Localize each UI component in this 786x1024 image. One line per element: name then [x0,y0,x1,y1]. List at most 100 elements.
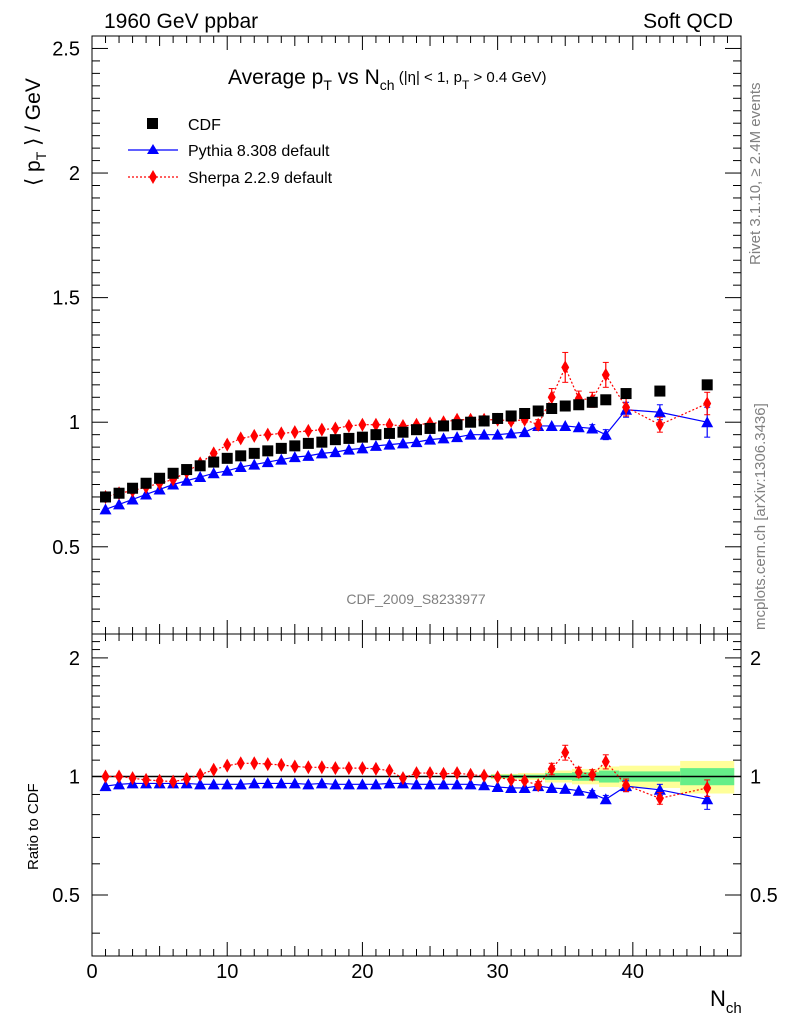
ratio-y-axis-label: Ratio to CDF [25,783,42,870]
data-point-pythia [261,777,274,789]
data-point-sherpa [209,762,218,777]
data-point-sherpa [520,773,529,788]
data-point-cdf [654,385,666,397]
data-point-pythia [410,778,423,790]
x-tick-label: 30 [487,961,509,983]
ratio-tick-label-left: 2 [69,648,80,670]
data-point-pythia [207,778,220,790]
data-point-sherpa [507,772,516,787]
data-point-sherpa [703,780,712,795]
data-point-sherpa [250,428,259,443]
y-axis-label: ⟨ pT ⟩ / GeV [22,78,49,186]
data-point-sherpa [236,756,245,771]
data-point-sherpa [547,761,556,776]
data-point-pythia [653,406,666,418]
data-point-pythia [464,428,477,440]
data-point-pythia [194,471,207,483]
data-point-pythia [383,777,396,789]
analysis-label: CDF_2009_S8233977 [346,591,486,607]
data-point-pythia [545,781,558,793]
data-point-pythia [396,437,409,449]
x-tick-label: 20 [351,961,373,983]
data-point-cdf [343,432,355,444]
data-point-pythia [126,493,139,505]
data-point-cdf [302,437,314,449]
data-point-sherpa [358,417,367,432]
data-point-pythia [315,447,328,459]
data-point-sherpa [304,423,313,438]
x-tick-label: 10 [216,961,238,983]
data-point-sherpa [196,767,205,782]
data-point-sherpa [655,791,664,806]
data-point-pythia [261,456,274,468]
data-point-sherpa [601,754,610,769]
data-point-sherpa [412,766,421,781]
data-point-pythia [464,778,477,790]
data-point-cdf [356,431,368,443]
data-point-cdf [411,424,422,436]
data-point-cdf [316,436,328,448]
y-tick-label: 2 [69,163,80,185]
data-point-pythia [369,439,382,451]
data-point-cdf [167,467,179,479]
legend-marker-pythia [147,144,159,154]
data-point-cdf [478,415,490,427]
header-left: 1960 GeV ppbar [104,10,258,33]
data-point-pythia [586,422,599,434]
data-point-sherpa [304,760,313,775]
data-point-pythia [234,778,247,790]
data-point-sherpa [277,426,286,441]
data-point-pythia [559,782,572,794]
data-point-cdf [600,394,612,406]
y-tick-label: 1.5 [52,288,80,310]
legend: CDF Pythia 8.308 default Sherpa 2.2.9 de… [128,117,333,187]
data-point-cdf [235,450,247,462]
data-point-pythia [559,419,572,431]
data-point-sherpa [236,431,245,446]
ratio-tick-label-left: 1 [69,766,80,788]
data-point-cdf [492,412,504,424]
data-point-sherpa [263,427,272,442]
data-point-pythia [194,778,207,790]
mcplots-label: mcplots.cern.ch [arXiv:1306.3436] [752,403,769,630]
data-point-sherpa [622,778,631,793]
data-point-pythia [491,428,504,440]
data-point-sherpa [317,422,326,437]
data-point-pythia [329,446,342,458]
data-point-pythia [302,449,315,461]
data-point-pythia [99,780,112,792]
data-point-pythia [302,778,315,790]
data-point-cdf [424,422,436,434]
data-point-pythia [221,464,234,476]
data-point-cdf [505,410,517,422]
data-point-pythia [653,783,666,795]
data-point-sherpa [290,425,299,440]
data-point-sherpa [371,761,380,776]
axis-tick-labels: 0 10 20 30 40 0.5 1 1.5 2 2.5 0.5 0.5 1 1 2 2 [52,38,778,983]
data-point-sherpa [344,418,353,433]
data-point-pythia [248,458,261,470]
data-point-pythia [356,442,369,454]
data-point-sherpa [358,761,367,776]
data-point-pythia [478,428,491,440]
data-point-pythia [356,778,369,790]
data-point-cdf [140,477,152,489]
data-point-sherpa [223,437,232,452]
ratio-tick-label-right: 0.5 [750,885,778,907]
data-point-sherpa [263,757,272,772]
data-point-pythia [586,787,599,799]
data-point-pythia [315,777,328,789]
data-point-cdf [451,419,463,431]
data-point-pythia [701,793,714,805]
pythia-line [105,409,708,510]
data-point-pythia [342,778,355,790]
data-point-cdf [438,420,450,432]
x-tick-label: 0 [86,961,97,983]
data-point-sherpa [223,758,232,773]
main-series [99,351,714,515]
data-point-sherpa [493,770,502,785]
data-point-cdf [248,447,260,459]
data-point-sherpa [703,396,712,411]
data-point-pythia [207,467,220,479]
ratio-tick-label-right: 2 [750,648,761,670]
